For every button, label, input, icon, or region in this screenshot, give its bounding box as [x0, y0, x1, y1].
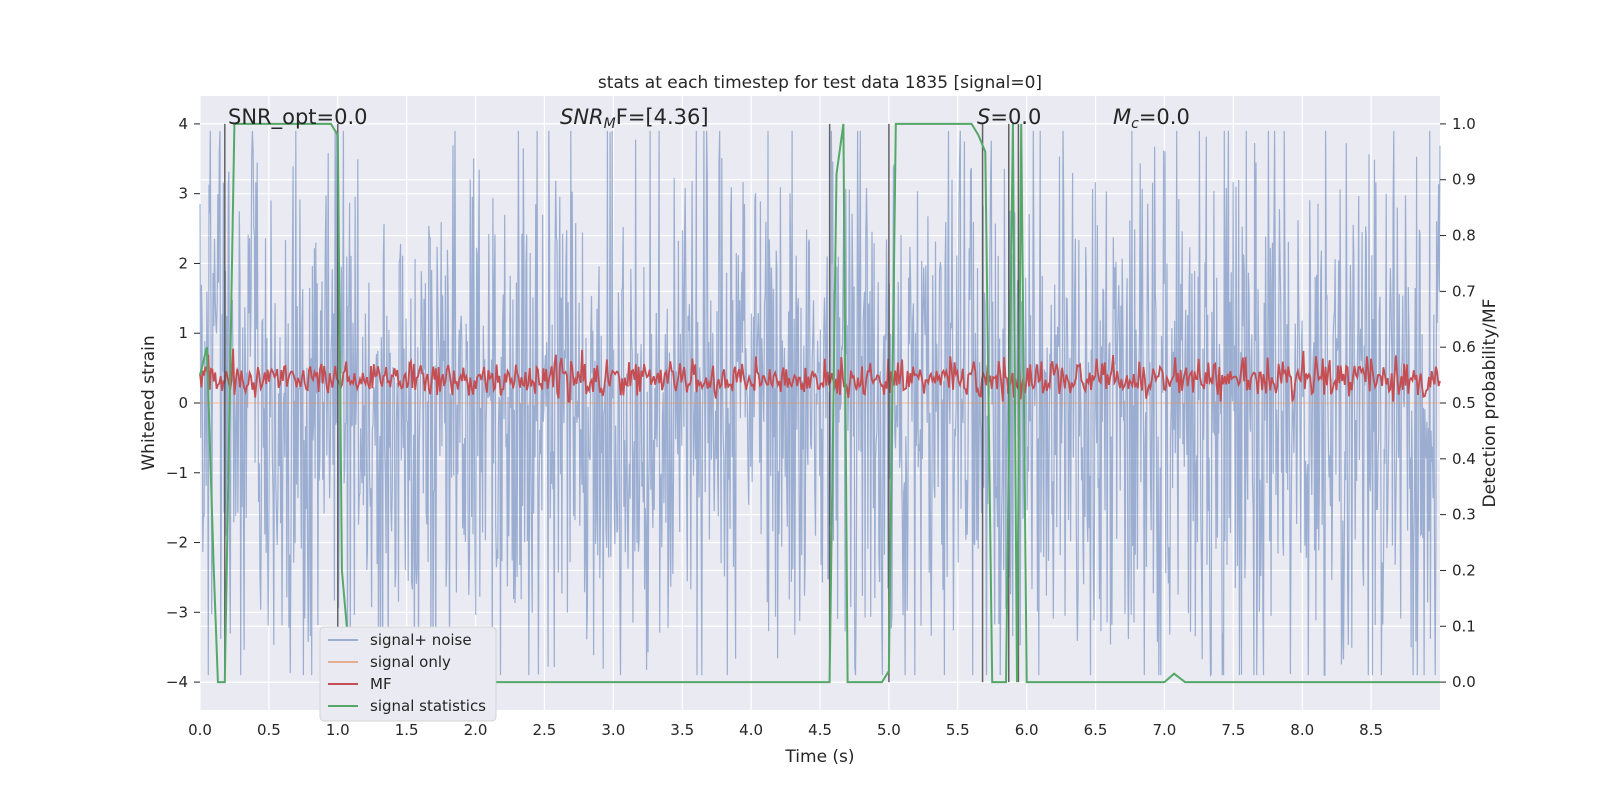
x-tick-label: 2.5: [533, 721, 557, 739]
x-tick-label: 8.0: [1290, 721, 1314, 739]
y-tick-label: −1: [166, 464, 188, 482]
y2-tick-label: 0.9: [1452, 171, 1476, 189]
x-tick-label: 1.0: [326, 721, 350, 739]
y-axis-ticks: −4 −3 −2 −1 0 1 2 3 4: [166, 115, 200, 691]
y2-tick-label: 0.0: [1452, 673, 1476, 691]
x-tick-label: 4.0: [739, 721, 763, 739]
annotation-s: S=0.0: [977, 105, 1041, 129]
legend: signal+ noise signal only MF signal stat…: [319, 626, 497, 722]
annotation-snr-mf: SNRMF=[4.36]: [560, 105, 709, 132]
legend-label-signal-noise: signal+ noise: [370, 631, 472, 649]
y2-tick-label: 0.3: [1452, 506, 1476, 524]
x-tick-label: 5.5: [946, 721, 970, 739]
y-tick-label: −2: [166, 534, 188, 552]
y2-tick-label: 0.7: [1452, 282, 1476, 300]
y-tick-label: 1: [178, 324, 188, 342]
y2-tick-label: 0.5: [1452, 394, 1476, 412]
x-axis-label: Time (s): [784, 747, 854, 767]
series-signal-statistics: [199, 122, 1440, 684]
y2-tick-label: 0.1: [1452, 617, 1476, 635]
annotation-mc: Mc=0.0: [1113, 105, 1190, 132]
y-tick-label: 3: [178, 185, 188, 203]
series-mf: [199, 348, 1441, 403]
y2-tick-label: 0.6: [1452, 338, 1476, 356]
y-tick-label: 4: [178, 115, 188, 133]
y-tick-label: 2: [178, 254, 188, 272]
x-tick-label: 5.0: [877, 721, 901, 739]
legend-label-mf: MF: [370, 675, 392, 693]
y-axis-label: Whitened strain: [139, 335, 159, 470]
y2-tick-label: 0.8: [1452, 227, 1476, 245]
x-tick-label: 2.0: [464, 721, 488, 739]
x-tick-label: 8.5: [1359, 721, 1383, 739]
y2-tick-label: 0.2: [1452, 561, 1476, 579]
chart-title: stats at each timestep for test data 183…: [598, 73, 1042, 93]
x-tick-label: 3.0: [601, 721, 625, 739]
y-tick-label: −4: [166, 673, 188, 691]
y-tick-label: 0: [178, 394, 188, 412]
annotation-snr-opt: SNR_opt=0.0: [228, 105, 368, 130]
x-tick-label: 4.5: [808, 721, 832, 739]
x-tick-label: 0.5: [257, 721, 281, 739]
x-tick-label: 1.5: [395, 721, 419, 739]
line-mf: [199, 348, 1441, 403]
y2-axis-label: Detection probability/MF: [1480, 299, 1500, 508]
y2-axis-ticks: 0.0 0.1 0.2 0.3 0.4 0.5 0.6 0.7 0.8 0.9 1.0: [1440, 115, 1476, 691]
x-tick-label: 7.5: [1221, 721, 1245, 739]
x-tick-label: 3.5: [670, 721, 694, 739]
y2-tick-label: 0.4: [1452, 450, 1476, 468]
legend-label-signal-statistics: signal statistics: [370, 697, 486, 715]
x-axis-ticks: 0.0 0.5 1.0 1.5 2.0 2.5 3.0 3.5 4.0 4.5 5.0 5.5 6.0 6…: [188, 721, 1383, 739]
x-tick-label: 6.0: [1015, 721, 1039, 739]
y-tick-label: −3: [166, 603, 188, 621]
y2-tick-label: 1.0: [1452, 115, 1476, 133]
line-signal-statistics: [199, 122, 1440, 684]
x-tick-label: 0.0: [188, 721, 212, 739]
x-tick-label: 6.5: [1084, 721, 1108, 739]
legend-label-signal-only: signal only: [370, 653, 451, 671]
x-tick-label: 7.0: [1153, 721, 1177, 739]
